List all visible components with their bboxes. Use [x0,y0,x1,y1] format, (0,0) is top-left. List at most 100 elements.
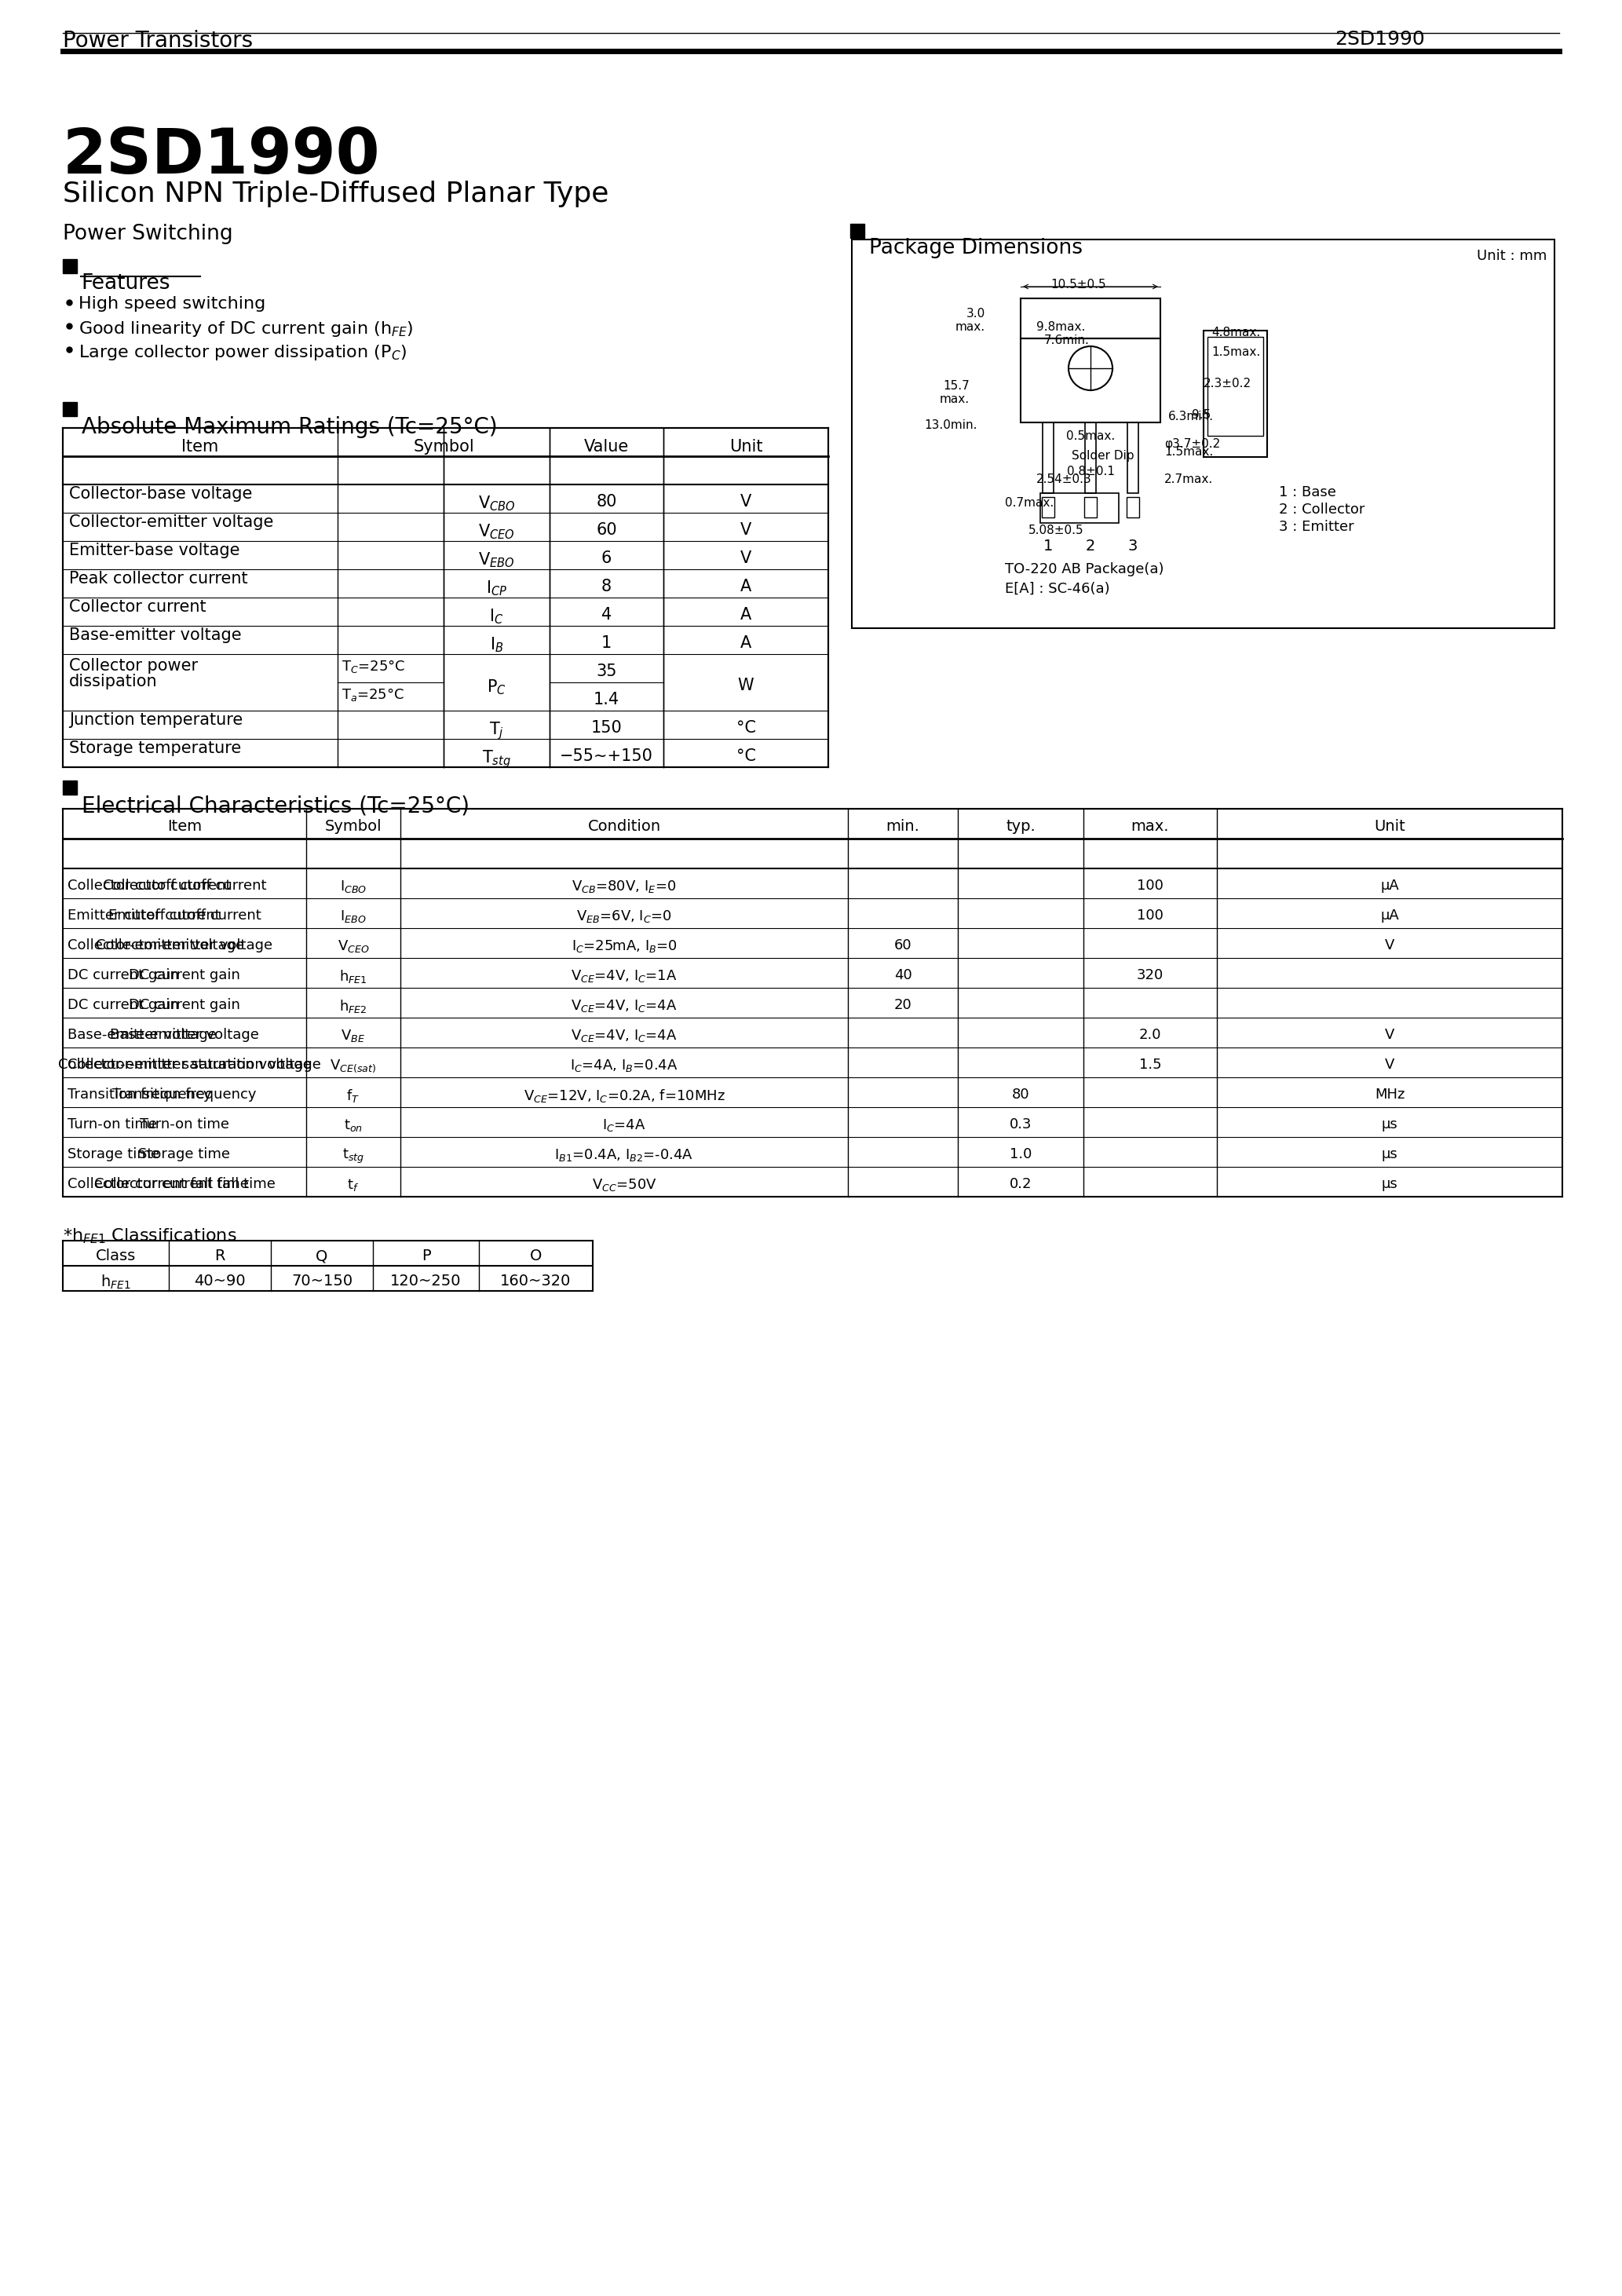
Text: 3: 3 [1127,540,1137,553]
Text: 1: 1 [602,636,611,652]
Text: V$_{CE}$=4V, I$_C$=4A: V$_{CE}$=4V, I$_C$=4A [571,999,678,1015]
Text: max.: max. [1131,820,1169,833]
Text: 1.4: 1.4 [594,691,620,707]
Text: Unit: Unit [1374,820,1405,833]
Text: V: V [1385,1029,1395,1042]
Text: DC current gain: DC current gain [128,969,240,983]
Text: V$_{EB}$=6V, I$_C$=0: V$_{EB}$=6V, I$_C$=0 [576,909,672,925]
Text: h$_{FE1}$: h$_{FE1}$ [101,1274,131,1290]
Text: A: A [740,636,751,652]
Text: V$_{CEO}$: V$_{CEO}$ [478,521,514,540]
Text: 0.7max.: 0.7max. [1006,496,1054,510]
Text: 3 : Emitter: 3 : Emitter [1278,519,1354,535]
Text: V$_{CE}$=12V, I$_C$=0.2A, f=10MHz: V$_{CE}$=12V, I$_C$=0.2A, f=10MHz [524,1088,725,1104]
Text: Good linearity of DC current gain (h$_{FE}$): Good linearity of DC current gain (h$_{F… [78,319,414,338]
Text: μs: μs [1382,1148,1398,1162]
Text: Item: Item [167,820,201,833]
Text: Collector-base voltage: Collector-base voltage [70,487,253,503]
Text: Features: Features [81,273,170,294]
Text: Solder Dip: Solder Dip [1072,450,1134,461]
Text: 1.5: 1.5 [1139,1058,1161,1072]
Text: 80: 80 [1012,1088,1030,1102]
Text: Package Dimensions: Package Dimensions [869,239,1082,259]
Text: V$_{BE}$: V$_{BE}$ [341,1029,365,1045]
Text: Turn-on time: Turn-on time [68,1118,157,1132]
Text: DC current gain: DC current gain [128,999,240,1013]
Text: V$_{CC}$=50V: V$_{CC}$=50V [592,1178,657,1192]
Text: 0.5max.: 0.5max. [1066,429,1114,443]
Text: 8: 8 [602,579,611,595]
Text: Storage temperature: Storage temperature [70,742,242,755]
Text: Turn-on time: Turn-on time [139,1118,229,1132]
Text: 2 : Collector: 2 : Collector [1278,503,1364,517]
Text: V$_{CEO}$: V$_{CEO}$ [337,939,370,955]
Text: P$_C$: P$_C$ [487,677,506,696]
Bar [1083,496,1096,517]
Text: A: A [740,579,751,595]
Text: R: R [214,1249,225,1263]
Text: 9.8max.: 9.8max. [1036,321,1085,333]
Text: Collector cutoff current: Collector cutoff current [102,879,266,893]
Text: *h$_{FE1}$ Classifications: *h$_{FE1}$ Classifications [63,1226,237,1244]
Text: Emitter-base voltage: Emitter-base voltage [70,542,240,558]
Text: 0.8±0.1: 0.8±0.1 [1067,466,1114,478]
Text: μs: μs [1382,1118,1398,1132]
Text: 3.0
max.: 3.0 max. [955,308,985,333]
Bar [1207,338,1264,436]
Text: 2.54±0.3: 2.54±0.3 [1036,473,1092,484]
Bar [1127,496,1139,517]
Text: I$_{CBO}$: I$_{CBO}$ [339,879,367,895]
Text: Silicon NPN Triple-Diffused Planar Type: Silicon NPN Triple-Diffused Planar Type [63,181,608,207]
Text: Condition: Condition [587,820,660,833]
Bar [1043,422,1054,494]
Text: Item: Item [182,439,219,455]
Bar [1041,496,1054,517]
Text: 13.0min.: 13.0min. [925,420,978,432]
Text: I$_{B1}$=0.4A, I$_{B2}$=-0.4A: I$_{B1}$=0.4A, I$_{B2}$=-0.4A [555,1148,694,1162]
Text: V$_{CBO}$: V$_{CBO}$ [478,494,516,512]
Text: Collector current fall time: Collector current fall time [94,1178,276,1192]
Text: I$_C$=4A, I$_B$=0.4A: I$_C$=4A, I$_B$=0.4A [571,1058,678,1075]
Text: Emitter cutoff current: Emitter cutoff current [109,909,261,923]
Text: Collector current: Collector current [70,599,206,615]
Text: Collector-emitter voltage: Collector-emitter voltage [68,939,245,953]
Text: 2SD1990: 2SD1990 [1335,30,1424,48]
Text: Electrical Characteristics (Tc=25°C): Electrical Characteristics (Tc=25°C) [81,794,469,817]
Text: 1: 1 [1043,540,1053,553]
Text: 0.3: 0.3 [1009,1118,1032,1132]
Text: DC current gain: DC current gain [68,999,178,1013]
Text: E[A] : SC-46(a): E[A] : SC-46(a) [1006,581,1109,597]
Text: V: V [740,521,751,537]
Text: Value: Value [584,439,629,455]
Text: Symbol: Symbol [324,820,381,833]
Text: I$_B$: I$_B$ [490,636,503,654]
Bar [1127,422,1139,494]
Text: V: V [1385,939,1395,953]
Text: dissipation: dissipation [70,673,157,689]
Text: μs: μs [1382,1178,1398,1192]
Text: 2.7max.: 2.7max. [1165,473,1213,484]
Text: 35: 35 [595,664,616,680]
Bar [63,781,76,794]
Text: −55~+150: −55~+150 [560,748,654,765]
Text: Symbol: Symbol [414,439,474,455]
Text: 320: 320 [1137,969,1163,983]
Text: °C: °C [736,748,756,765]
Text: Power Switching: Power Switching [63,223,234,243]
Text: μA: μA [1380,879,1398,893]
Text: 1.5max.: 1.5max. [1165,445,1213,457]
Text: W: W [738,677,754,693]
Text: Power Transistors: Power Transistors [63,30,253,53]
Text: V$_{CE}$=4V, I$_C$=1A: V$_{CE}$=4V, I$_C$=1A [571,969,678,985]
Text: V$_{EBO}$: V$_{EBO}$ [478,551,514,569]
Text: V: V [1385,1058,1395,1072]
Bar [1020,338,1160,422]
Text: 4: 4 [602,606,611,622]
Text: V$_{CE(sat)}$: V$_{CE(sat)}$ [329,1058,376,1075]
Text: O: O [530,1249,542,1263]
Text: Base-emitter voltage: Base-emitter voltage [70,627,242,643]
Text: 1 : Base: 1 : Base [1278,484,1337,501]
Text: μA: μA [1380,909,1398,923]
Text: t$_f$: t$_f$ [347,1178,360,1192]
Text: MHz: MHz [1374,1088,1405,1102]
